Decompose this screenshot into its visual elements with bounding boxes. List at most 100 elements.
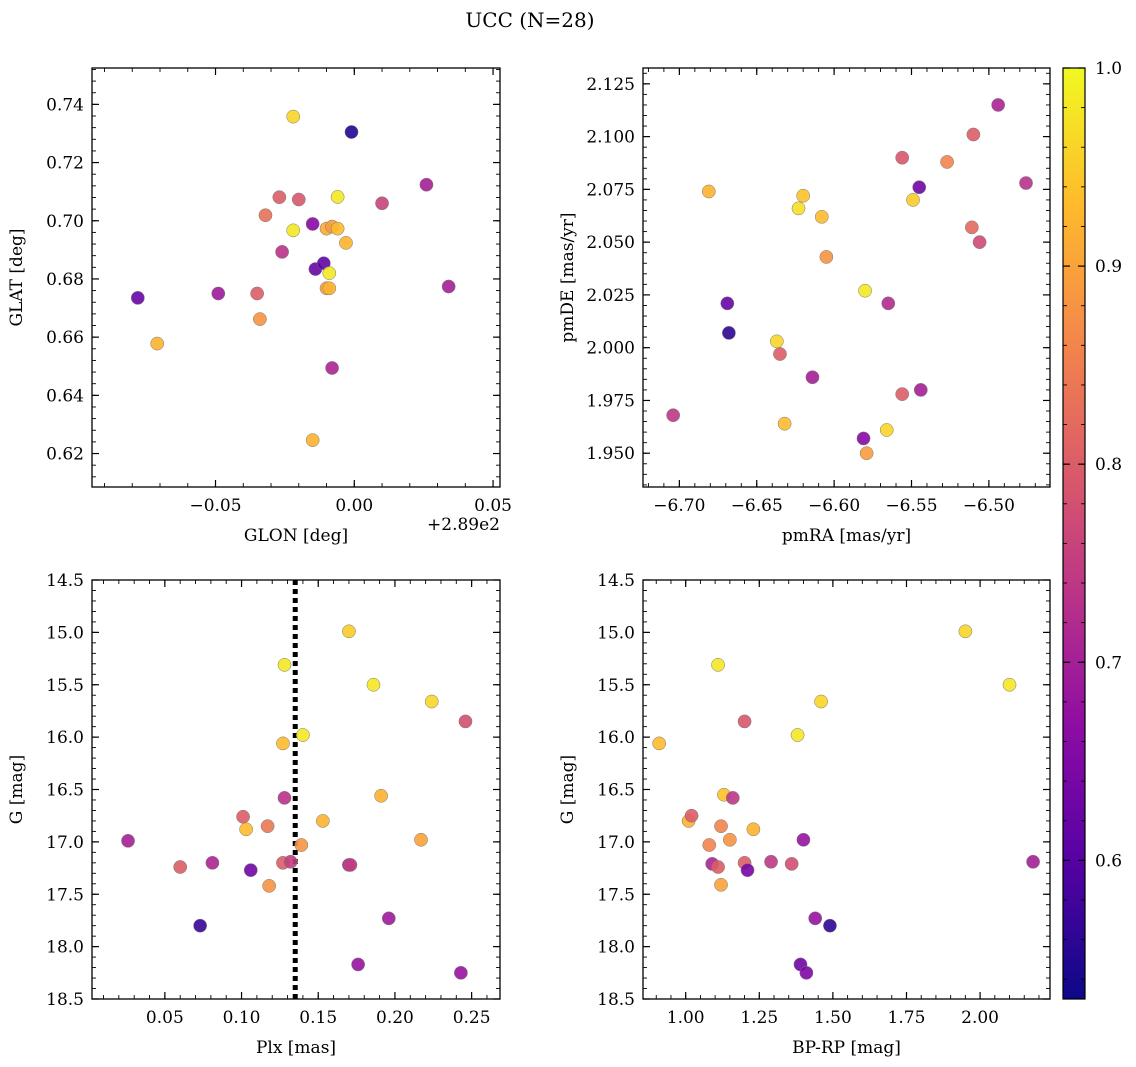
scatter-point bbox=[796, 832, 811, 847]
scatter-point bbox=[666, 408, 681, 423]
y-tick-label: 2.000 bbox=[586, 339, 635, 359]
y-tick-label: 0.64 bbox=[46, 386, 84, 406]
scatter-point bbox=[856, 431, 871, 446]
scatter-point bbox=[773, 347, 787, 361]
scatter-point bbox=[684, 808, 699, 823]
scatter-point bbox=[130, 291, 145, 305]
y-tick-label: 0.62 bbox=[46, 445, 84, 465]
scatter-point bbox=[330, 190, 345, 204]
scatter-point bbox=[344, 125, 359, 139]
scatter-point bbox=[764, 854, 778, 869]
scatter-point bbox=[879, 423, 894, 437]
tick-marks bbox=[643, 68, 1050, 487]
scatter-point bbox=[343, 858, 358, 872]
y-tick-label: 17.0 bbox=[46, 833, 84, 853]
colorbar-tick-label: 0.9 bbox=[1095, 257, 1122, 277]
y-tick-label: 0.68 bbox=[46, 270, 84, 290]
scatter-point bbox=[895, 387, 910, 401]
scatter-point bbox=[784, 857, 799, 871]
scatter-point bbox=[770, 334, 784, 349]
x-tick-label: −6.65 bbox=[731, 496, 783, 516]
scatter-point bbox=[966, 127, 981, 142]
scatter-point bbox=[458, 714, 473, 729]
y-tick-label: 16.0 bbox=[46, 728, 84, 748]
y-tick-label: 16.0 bbox=[597, 728, 635, 748]
panels: −0.05 0.00 0.05 0.62 0.64 0.66 0.68 0.70 0.72 0.7… bbox=[7, 67, 1051, 1058]
scatter-point bbox=[805, 370, 820, 385]
panel-plx-g: 0.05 0.10 0.15 0.20 0.25 14.5 15.0 15.5 16.0 16.5… bbox=[7, 571, 501, 1058]
scatter-point bbox=[913, 383, 928, 397]
axes-frame bbox=[642, 67, 1051, 488]
scatter-point bbox=[250, 286, 264, 301]
scatter-point bbox=[339, 236, 353, 250]
y-tick-label: 18.0 bbox=[597, 938, 635, 958]
y-tick-label: 2.075 bbox=[586, 180, 635, 200]
y-tick-label: 14.5 bbox=[597, 571, 635, 591]
x-tick-label: −0.05 bbox=[189, 496, 241, 516]
scatter-point bbox=[958, 624, 973, 639]
scatter-points bbox=[130, 109, 456, 448]
scatter-points bbox=[652, 624, 1040, 980]
scatter-point bbox=[746, 822, 761, 837]
y-tick-label: 17.5 bbox=[46, 885, 84, 905]
scatter-point bbox=[991, 98, 1006, 112]
scatter-point bbox=[305, 217, 320, 231]
axes-frame bbox=[642, 579, 1051, 1000]
x-tick-label: 0.05 bbox=[474, 496, 512, 516]
y-tick-label: 1.950 bbox=[586, 444, 635, 464]
y-tick-label: 18.0 bbox=[46, 938, 84, 958]
scatter-point bbox=[322, 281, 337, 296]
scatter-points bbox=[666, 98, 1033, 461]
scatter-point bbox=[121, 833, 135, 848]
x-tick-label: 0.00 bbox=[335, 496, 373, 516]
scatter-point bbox=[291, 192, 306, 207]
scatter-point bbox=[366, 677, 381, 692]
scatter-point bbox=[725, 791, 740, 805]
x-tick-label: 1.50 bbox=[814, 1008, 852, 1028]
scatter-point bbox=[283, 854, 298, 869]
scatter-point bbox=[322, 266, 337, 280]
scatter-point bbox=[714, 877, 728, 892]
x-tick-label: −6.50 bbox=[963, 496, 1015, 516]
scatter-point bbox=[193, 918, 207, 933]
colorbar-frame bbox=[1062, 67, 1086, 1000]
scatter-point bbox=[964, 220, 979, 235]
x-tick-label: −6.60 bbox=[808, 496, 860, 516]
scatter-point bbox=[859, 446, 874, 461]
scatter-point bbox=[740, 863, 755, 878]
tick-marks bbox=[92, 579, 500, 1000]
x-tick-label: 0.10 bbox=[223, 1008, 261, 1028]
colorbar-tick-label: 1.0 bbox=[1095, 59, 1122, 79]
y-tick-label: 2.125 bbox=[586, 75, 635, 95]
y-axis-label: GLAT [deg] bbox=[7, 228, 27, 326]
x-axis-label: Plx [mas] bbox=[256, 1038, 336, 1058]
x-tick-label: 0.05 bbox=[146, 1008, 184, 1028]
y-tick-label: 2.100 bbox=[586, 128, 635, 148]
x-tick-label: 0.15 bbox=[299, 1008, 337, 1028]
tick-marks bbox=[92, 68, 500, 487]
scatter-point bbox=[790, 728, 805, 742]
colorbar-tick-label: 0.7 bbox=[1095, 653, 1122, 673]
scatter-point bbox=[315, 814, 330, 828]
scatter-point bbox=[381, 911, 396, 926]
scatter-point bbox=[791, 201, 806, 216]
scatter-point bbox=[150, 336, 165, 351]
y-axis-label: G [mag] bbox=[558, 755, 578, 824]
scatter-point bbox=[275, 245, 289, 259]
scatter-point bbox=[701, 184, 716, 199]
y-tick-label: 16.5 bbox=[597, 781, 635, 801]
scatter-point bbox=[173, 860, 188, 874]
scatter-points bbox=[121, 624, 473, 980]
y-tick-label: 0.74 bbox=[46, 95, 84, 115]
scatter-point bbox=[258, 208, 273, 223]
scatter-point bbox=[424, 694, 439, 709]
scatter-point bbox=[714, 819, 728, 834]
y-tick-label: 15.0 bbox=[597, 623, 635, 643]
x-tick-label: 1.00 bbox=[667, 1008, 705, 1028]
scatter-point bbox=[374, 788, 388, 803]
scatter-point bbox=[796, 188, 811, 203]
scatter-point bbox=[823, 918, 837, 933]
y-tick-label: 14.5 bbox=[46, 571, 84, 591]
colorbar-tick-label: 0.8 bbox=[1095, 455, 1122, 475]
